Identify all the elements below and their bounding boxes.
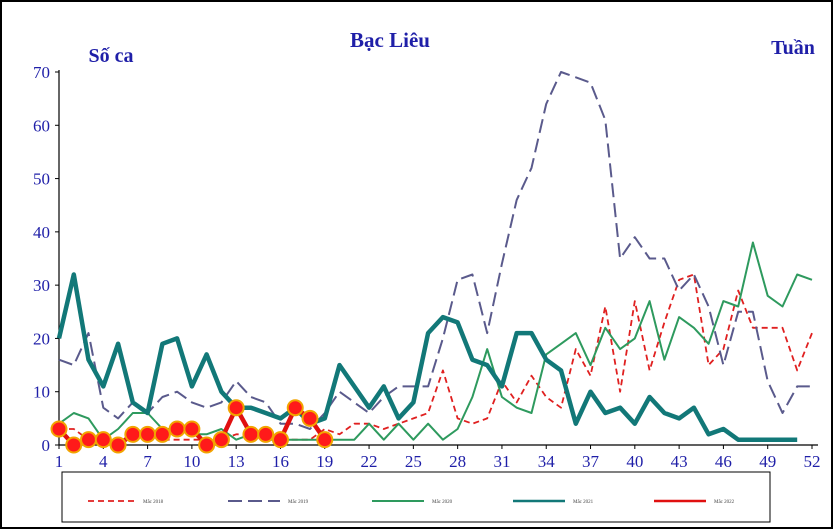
x-tick-label: 25 [405, 452, 422, 471]
data-point-marker [139, 425, 157, 443]
markers-layer [50, 399, 334, 454]
legend-label-1: Mắc 2018 [143, 499, 164, 505]
x-tick-label: 19 [316, 452, 333, 471]
data-point-marker [124, 425, 142, 443]
x-tick-label: 52 [804, 452, 821, 471]
legend-label-4: Mắc 2021 [573, 499, 594, 505]
data-point-marker [212, 431, 230, 449]
data-point-marker [242, 425, 260, 443]
axes: 0 10 20 30 40 50 60 70 1 4 7 10 13 16 19 22 25 28 31 34 37 40… [33, 63, 821, 471]
series-line-2 [58, 71, 812, 430]
y-axis-label: Số ca [89, 45, 134, 67]
x-tick-label: 40 [626, 452, 643, 471]
x-tick-label: 13 [228, 452, 245, 471]
x-tick-label: 43 [671, 452, 688, 471]
x-tick-label: 28 [449, 452, 466, 471]
x-tick-label: 1 [55, 452, 64, 471]
data-point-marker [109, 436, 127, 454]
x-tick-label: 22 [361, 452, 378, 471]
x-tick-label: 49 [759, 452, 776, 471]
y-tick-label: 0 [42, 436, 51, 455]
y-tick-label: 70 [33, 63, 50, 82]
data-point-marker [316, 431, 334, 449]
y-tick-label: 10 [33, 383, 50, 402]
data-point-marker [153, 425, 171, 443]
data-point-marker [198, 436, 216, 454]
series-layer [56, 71, 813, 448]
data-point-marker [183, 420, 201, 438]
legend-label-2: Mắc 2019 [288, 499, 309, 505]
data-point-marker [227, 399, 245, 417]
series-line-4 [56, 272, 798, 442]
x-tick-label: 4 [99, 452, 108, 471]
x-tick-label: 46 [715, 452, 732, 471]
data-point-marker [50, 420, 68, 438]
y-tick-label: 50 [33, 170, 50, 189]
data-point-marker [94, 431, 112, 449]
data-point-marker [65, 436, 83, 454]
y-tick-label: 20 [33, 329, 50, 348]
y-tick-label: 40 [33, 223, 50, 242]
data-point-marker [271, 431, 289, 449]
data-point-marker [168, 420, 186, 438]
legend: Mắc 2018 Mắc 2019 Mắc 2020 Mắc 2021 Mắc 2022 [88, 499, 735, 505]
x-axis-label: Tuần [771, 37, 815, 59]
data-point-marker [286, 399, 304, 417]
data-point-marker [301, 409, 319, 427]
x-tick-label: 16 [272, 452, 289, 471]
y-tick-label: 30 [33, 276, 50, 295]
x-tick-label: 7 [143, 452, 152, 471]
series-line-1 [59, 273, 813, 441]
chart-title: Bạc Liêu [350, 28, 430, 52]
data-point-marker [80, 431, 98, 449]
x-tick-label: 10 [183, 452, 200, 471]
x-tick-label: 31 [493, 452, 510, 471]
legend-label-3: Mắc 2020 [432, 499, 453, 505]
data-point-marker [257, 425, 275, 443]
legend-box [61, 471, 771, 523]
x-tick-label: 34 [538, 452, 556, 471]
x-tick-label: 37 [582, 452, 600, 471]
y-tick-label: 60 [33, 116, 50, 135]
legend-label-5: Mắc 2022 [714, 499, 735, 505]
